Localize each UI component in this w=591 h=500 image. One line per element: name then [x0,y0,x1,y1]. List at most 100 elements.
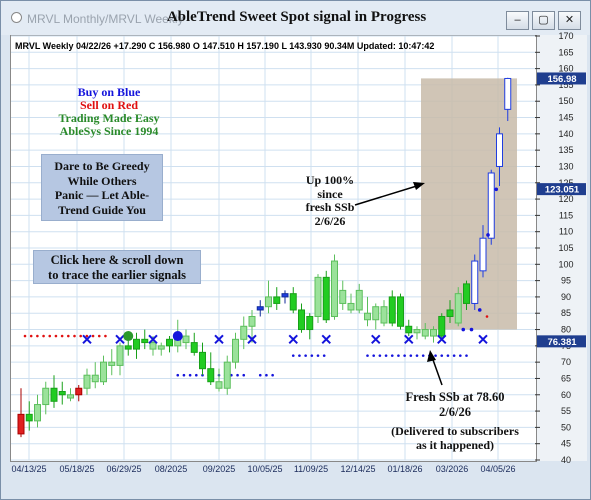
y-tick-label: 135 [558,145,573,155]
blue-dot-marker [477,308,482,312]
price-bar [75,387,83,396]
close-button[interactable]: ✕ [558,11,581,30]
stop-x-marker [288,334,298,345]
sell-stop-dot [48,334,52,338]
stop-x-marker [437,334,447,345]
y-tick-label: 80 [561,325,571,335]
buy-stop-dot [409,354,413,357]
buy-stop-dot [176,373,180,377]
stop-x-marker [115,334,125,345]
price-bar [67,394,74,399]
price-bar [58,391,66,396]
buy-stop-dot [465,354,468,357]
price-bar [25,413,33,422]
dare-line: While Others [67,173,137,188]
buy-stop-dot [446,354,450,357]
price-bar [405,325,413,334]
price-header: MRVL Weekly 04/22/26 +17.290 C 156.980 O… [15,41,435,51]
sell-stop-dot [23,334,27,338]
sell-stop-dot [91,334,95,338]
price-bar [199,351,206,370]
buy-stop-dot [434,354,437,357]
scroll-down-link[interactable]: Click here & scroll down to trace the ea… [33,250,201,284]
x-tick-label: 08/2025 [155,464,188,474]
buy-stop-dot [372,354,375,357]
buy-stop-dot [378,354,382,357]
price-bar [446,309,454,317]
fresh-arrow-line [431,356,443,386]
stop-x-marker [82,334,92,345]
price-bar [331,260,338,317]
buy-stop-dot [322,354,326,357]
symbol-tabs[interactable]: MRVL Monthly/MRVL Weekly [27,12,184,26]
stop-x-marker [371,334,381,345]
y-tick-label: 130 [558,161,573,171]
sell-stop-dot [104,334,107,338]
title-bar[interactable]: MRVL Monthly/MRVL Weekly AbleTrend Sweet… [1,1,590,35]
buy-stop-dot [421,354,425,357]
fresh-line: 2/6/26 [439,405,471,419]
price-bar [207,368,215,383]
price-bar [454,293,462,324]
price-bar [108,361,116,366]
fresh-ssb-annotation: Fresh SSb at 78.60 2/6/26 [385,390,525,420]
price-bar [298,309,305,331]
restore-button[interactable]: ▢ [532,11,555,30]
x-tick-label: 01/18/26 [387,464,422,474]
buy-stop-dot [291,354,295,357]
minimize-button[interactable]: – [506,11,529,30]
y-tick-label: 45 [561,439,571,449]
buy-stop-dot [390,354,394,357]
fresh-line: Fresh SSb at 78.60 [405,390,505,404]
sell-stop-dot [79,334,82,338]
x-tick-label: 11/09/25 [294,464,328,474]
price-bar [273,296,281,304]
buy-stop-dot [310,354,314,357]
click-line: to trace the earlier signals [48,268,186,282]
price-bar [430,329,437,337]
buy-stop-dot [265,373,268,377]
y-tick-label: 115 [559,210,573,220]
y-tick-label: 105 [558,243,573,253]
x-tick-label: 10/05/25 [247,464,282,474]
sell-stop-dot [60,334,64,338]
buy-stop-dot [397,354,400,357]
buy-stop-dot [242,373,246,377]
fresh-arrow-head [427,350,436,362]
price-tag [537,183,586,196]
stop-x-marker [478,334,488,345]
sell-stop-dot [485,315,489,318]
blue-dot-marker [494,187,499,192]
stop-x-marker [321,334,331,345]
buy-stop-dot [195,373,198,377]
price-bar [223,361,231,389]
stop-x-marker [214,334,224,345]
price-bar [504,77,512,110]
click-line: Click here & scroll down [50,253,184,267]
y-tick-label: 145 [558,113,573,123]
y-tick-label: 100 [558,259,573,269]
blue-dot-marker [486,233,490,237]
buy-stop-dot [384,354,388,357]
x-tick-label: 06/29/25 [106,464,141,474]
blue-dot-marker [469,327,474,332]
price-bar [388,296,396,324]
buy-stop-dot [403,354,406,357]
y-tick-label: 90 [561,292,571,302]
price-bar [166,338,173,347]
price-bar [100,361,107,383]
x-tick-label: 05/18/25 [59,464,94,474]
y-tick-label: 95 [561,276,571,286]
stop-x-marker [404,334,414,345]
price-tag-label: 76.381 [547,337,577,348]
dare-line: Trend Guide You [58,202,146,217]
buy-stop-dot [316,354,320,357]
price-bar [289,293,297,311]
price-bar [215,381,223,389]
price-bar [322,276,330,321]
signal-markers [82,187,499,345]
buy-on-blue: Buy on Blue [77,85,141,99]
price-bar [438,315,446,337]
price-bar [50,387,58,402]
